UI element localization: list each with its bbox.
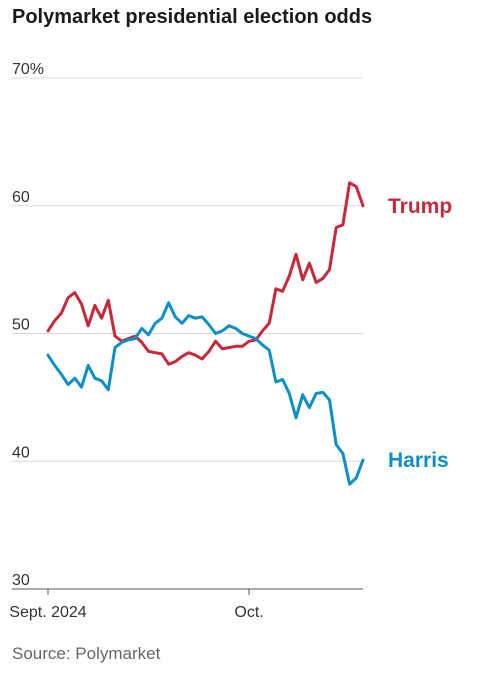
y-tick-label: 30 <box>12 572 30 589</box>
y-tick-label: 70% <box>12 61 44 78</box>
series-labels: Trump Harris <box>388 195 452 472</box>
series-label-trump: Trump <box>388 195 452 218</box>
x-tick-label: Sept. 2024 <box>9 604 87 621</box>
chart-title: Polymarket presidential election odds <box>12 6 373 28</box>
gridlines <box>12 77 363 590</box>
series-line-harris <box>46 301 365 486</box>
x-axis: Sept. 2024 Oct. <box>9 589 264 621</box>
x-tick-label: Oct. <box>234 604 263 621</box>
y-tick-label: 60 <box>12 189 30 206</box>
y-tick-label: 40 <box>12 444 30 461</box>
y-axis-ticks: 70% 60 50 40 30 <box>12 61 44 589</box>
series-line-trump <box>46 181 365 366</box>
source-note: Source: Polymarket <box>12 644 161 663</box>
series-label-harris: Harris <box>388 449 449 472</box>
y-tick-label: 50 <box>12 317 30 334</box>
series-lines <box>46 181 365 486</box>
